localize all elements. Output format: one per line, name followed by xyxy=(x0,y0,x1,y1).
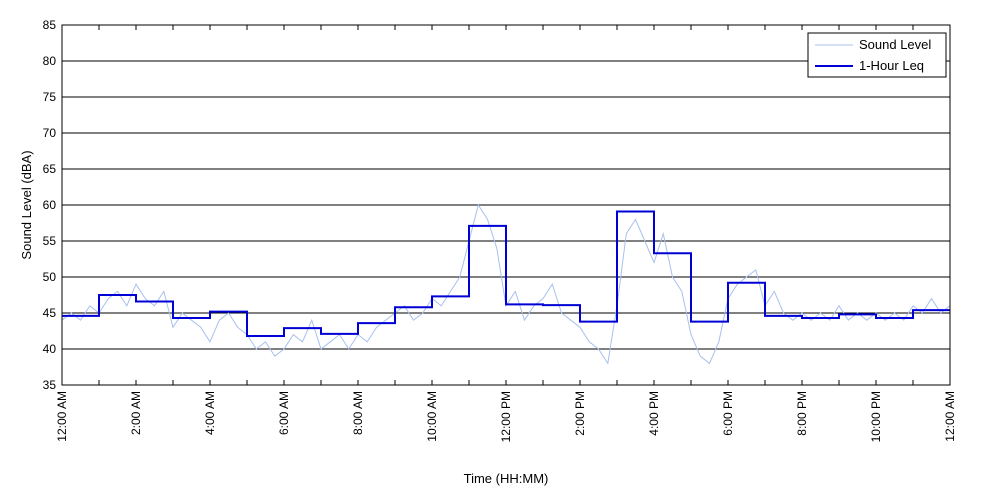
y-tick-label: 50 xyxy=(43,270,57,284)
x-tick-label: 6:00 PM xyxy=(721,391,735,436)
x-axis-ticks: 12:00 AM 2:00 AM 4:00 AM 6:00 AM 8:00 AM 10:0… xyxy=(55,25,957,442)
sound-level-series-group xyxy=(61,203,951,365)
y-tick-label: 65 xyxy=(43,162,57,176)
y-tick-label: 80 xyxy=(43,54,57,68)
x-tick-label: 2:00 AM xyxy=(129,391,143,435)
y-axis-ticks: 35 40 45 50 55 60 65 70 75 80 85 xyxy=(43,18,950,392)
x-tick-label: 2:00 PM xyxy=(573,391,587,436)
x-tick-label: 8:00 AM xyxy=(351,391,365,435)
x-tick-label: 4:00 AM xyxy=(203,391,217,435)
y-tick-label: 45 xyxy=(43,306,57,320)
x-axis-title: Time (HH:MM) xyxy=(464,471,549,486)
legend: Sound Level 1-Hour Leq xyxy=(807,32,947,78)
y-axis-title: Sound Level (dBA) xyxy=(19,150,34,259)
legend-leq-label: 1-Hour Leq xyxy=(859,58,924,73)
y-tick-label: 75 xyxy=(43,90,57,104)
sound-level-line xyxy=(61,203,951,365)
legend-sound-level-label: Sound Level xyxy=(859,37,931,52)
y-tick-label: 40 xyxy=(43,342,57,356)
x-tick-label: 12:00 AM xyxy=(943,391,957,442)
x-tick-label: 8:00 PM xyxy=(795,391,809,436)
x-tick-label: 12:00 PM xyxy=(499,391,513,442)
x-tick-label: 4:00 PM xyxy=(647,391,661,436)
y-tick-label: 55 xyxy=(43,234,57,248)
y-tick-label: 85 xyxy=(43,18,57,32)
x-tick-label: 12:00 AM xyxy=(55,391,69,442)
y-tick-label: 70 xyxy=(43,126,57,140)
x-tick-label: 10:00 PM xyxy=(869,391,883,442)
leq-series-group xyxy=(62,210,950,337)
y-tick-label: 35 xyxy=(43,378,57,392)
x-tick-label: 10:00 AM xyxy=(425,391,439,442)
leq-step-line xyxy=(62,210,950,337)
legend-box xyxy=(807,32,947,78)
x-tick-label: 6:00 AM xyxy=(277,391,291,435)
y-tick-label: 60 xyxy=(43,198,57,212)
